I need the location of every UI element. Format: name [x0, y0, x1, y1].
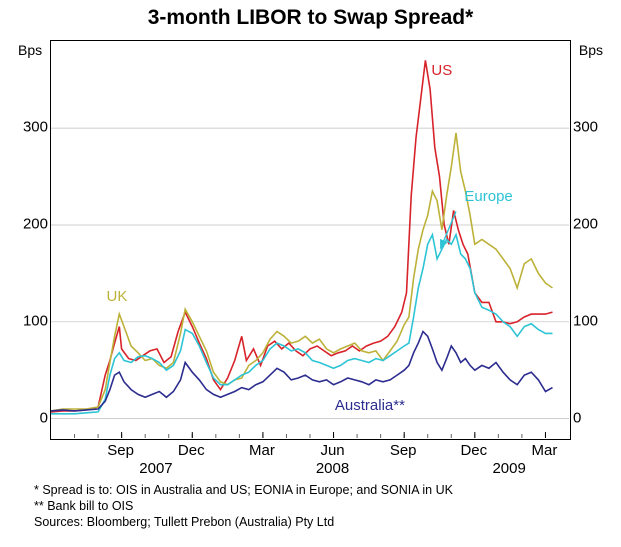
- footnote-2: ** Bank bill to OIS: [34, 499, 133, 515]
- chart-container: 3-month LIBOR to Swap Spread* Bps Bps 0 0…: [0, 0, 621, 547]
- ytick-left: 300: [23, 119, 48, 136]
- ytick-left: 0: [40, 409, 48, 426]
- ytick-right: 100: [573, 312, 598, 329]
- xtick-label: Sep: [390, 442, 417, 459]
- series-label-australia: Australia**: [335, 397, 405, 414]
- ytick-right: 300: [573, 119, 598, 136]
- footnote-1: * Spread is to: OIS in Australia and US;…: [34, 483, 453, 499]
- footnote-3: Sources: Bloomberg; Tullett Prebon (Aust…: [34, 515, 334, 531]
- xyear-label: 2008: [316, 460, 349, 477]
- ytick-left: 100: [23, 312, 48, 329]
- series-label-us: US: [431, 62, 452, 79]
- xtick-label: Dec: [460, 442, 487, 459]
- y-axis-unit-right: Bps: [579, 42, 603, 58]
- series-australia: [51, 332, 553, 411]
- chart-title: 3-month LIBOR to Swap Spread*: [0, 0, 621, 30]
- xtick-label: Sep: [107, 442, 134, 459]
- xtick-label: Dec: [178, 442, 205, 459]
- series-label-europe: Europe: [464, 188, 512, 205]
- series-us: [51, 60, 553, 412]
- plot-area: [50, 40, 571, 440]
- ytick-right: 200: [573, 215, 598, 232]
- xyear-label: 2009: [492, 460, 525, 477]
- xyear-label: 2007: [139, 460, 172, 477]
- y-axis-unit-left: Bps: [18, 42, 42, 58]
- xtick-label: Mar: [532, 442, 558, 459]
- ytick-left: 200: [23, 215, 48, 232]
- ytick-right: 0: [573, 409, 581, 426]
- xtick-label: Jun: [320, 442, 344, 459]
- series-label-uk: UK: [107, 288, 128, 305]
- xtick-label: Mar: [249, 442, 275, 459]
- series-europe: [51, 235, 553, 414]
